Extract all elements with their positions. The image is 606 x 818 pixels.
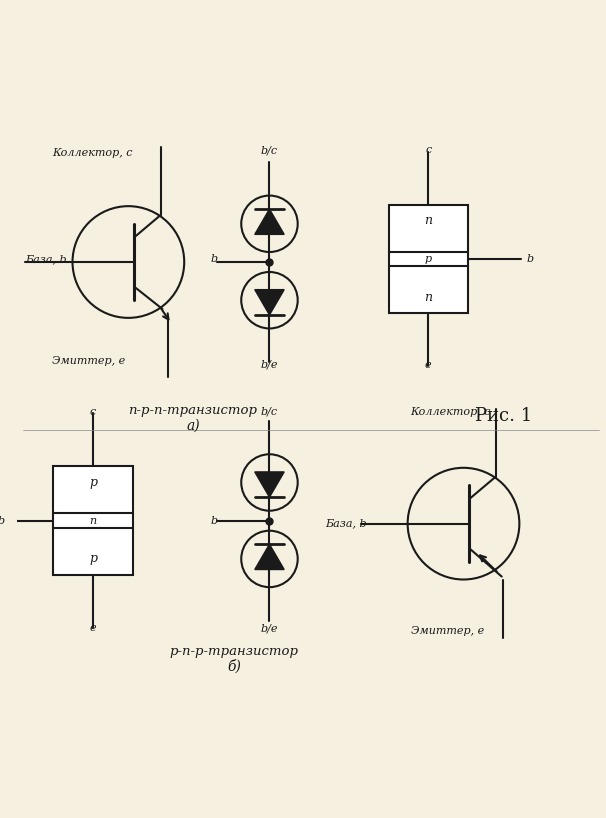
Text: р: р [89,476,97,489]
Text: Коллектор, с: Коллектор, с [52,148,133,158]
Text: а): а) [186,419,200,433]
Text: Эмиттер, е: Эмиттер, е [411,627,484,636]
Text: b/e: b/e [261,623,278,633]
Text: р: р [425,254,432,264]
Polygon shape [255,472,284,497]
Text: b: b [527,254,534,264]
Text: c: c [425,146,431,155]
Text: Эмиттер, е: Эмиттер, е [52,356,125,366]
FancyBboxPatch shape [388,204,468,313]
Text: б): б) [227,659,241,674]
Text: База, b: База, b [325,519,367,528]
Text: п: п [424,290,432,303]
Text: b: b [211,515,218,526]
Text: b: b [211,254,218,264]
Text: e: e [90,623,96,633]
Text: п-р-п-транзистор: п-р-п-транзистор [128,404,258,417]
Text: п: п [424,214,432,227]
Text: р-п-р-транзистор: р-п-р-транзистор [170,645,299,658]
Text: b: b [0,515,5,526]
Text: b/c: b/c [261,407,278,417]
Text: e: e [425,360,431,370]
Text: Рис. 1: Рис. 1 [475,407,533,425]
Text: c: c [90,407,96,417]
Text: База, b: База, b [25,254,67,264]
Text: b/e: b/e [261,360,278,370]
Polygon shape [255,290,284,315]
Text: Коллектор, с: Коллектор, с [411,407,491,417]
Text: р: р [89,552,97,565]
Text: п: п [90,515,96,526]
FancyBboxPatch shape [53,466,133,575]
Polygon shape [255,209,284,235]
Polygon shape [255,544,284,569]
Text: b/c: b/c [261,146,278,155]
